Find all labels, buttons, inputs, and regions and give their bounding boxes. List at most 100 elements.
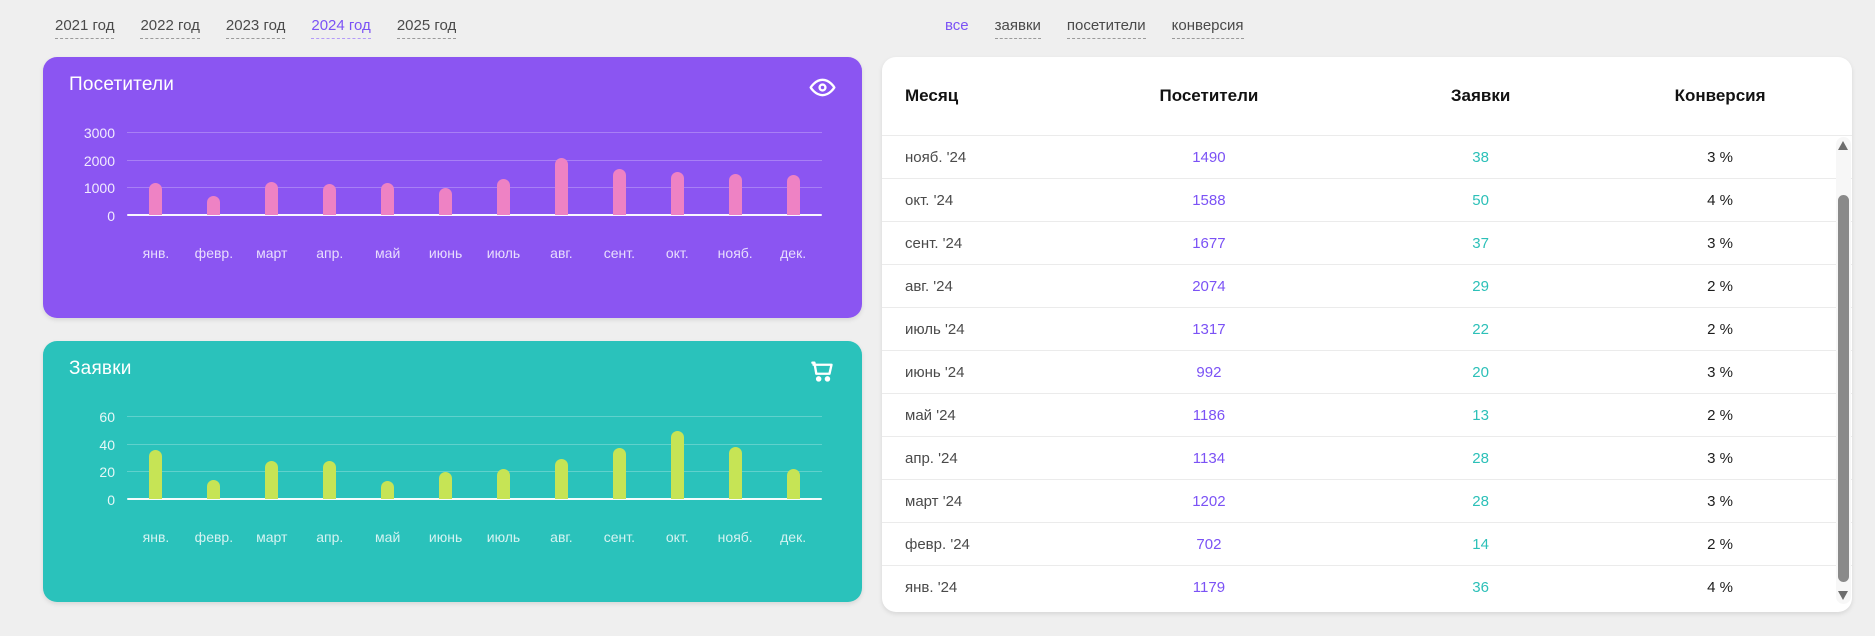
conversion-cell: 3 % — [1707, 449, 1733, 467]
year-tab-2022[interactable]: 2022 год — [140, 17, 200, 39]
visitors-card-title: Посетители — [69, 74, 175, 95]
bar-cell — [475, 417, 533, 499]
eye-icon[interactable] — [809, 74, 836, 101]
y-tick-label: 1000 — [83, 180, 115, 197]
x-tick-label: июль — [486, 245, 521, 261]
bar-cell — [532, 417, 590, 499]
table-row: янв. '24 1179 36 4 % — [882, 565, 1852, 608]
month-cell: янв. '24 — [905, 578, 958, 596]
visitors-cell: 1202 — [1192, 492, 1226, 510]
bar-cell — [764, 417, 822, 499]
x-tick-label: март — [256, 245, 288, 261]
visitors-bar-окт. — [670, 171, 684, 215]
y-tick-label: 20 — [99, 464, 115, 481]
leads-bar-сент. — [612, 448, 626, 499]
gridline — [127, 187, 822, 189]
charts-column: Посетители 0 1000 2000 3000 янв. февр. март апр… — [43, 57, 862, 602]
year-tab-2024[interactable]: 2024 год — [311, 17, 371, 39]
year-tab-2021[interactable]: 2021 год — [55, 17, 115, 39]
leads-cell: 20 — [1472, 363, 1489, 381]
scrollbar-thumb[interactable] — [1838, 195, 1849, 582]
x-tick-label: янв. — [142, 529, 170, 545]
visitors-bar-янв. — [149, 182, 163, 215]
month-cell: март '24 — [905, 492, 963, 510]
visitors-x-axis: янв. февр. март апр. май июнь июль авг. сент. окт… — [127, 245, 822, 261]
filter-tabs: все заявки посетители конверсия — [945, 17, 1852, 39]
filter-tab-leads[interactable]: заявки — [994, 17, 1041, 39]
leads-y-axis: 0 20 40 60 — [69, 410, 115, 507]
leads-card: Заявки 0 20 40 60 янв. февр. март апр. май июнь ию… — [43, 341, 862, 602]
column-header-conversion: Конверсия — [1674, 86, 1766, 105]
x-tick-label: нояб. — [717, 529, 753, 545]
y-tick-label: 40 — [99, 436, 115, 453]
year-tabs: 2021 год 2022 год 2023 год 2024 год 2025 год — [55, 17, 862, 39]
filter-tab-visitors[interactable]: посетители — [1066, 17, 1146, 39]
conversion-cell: 2 % — [1707, 320, 1733, 338]
x-tick-label: нояб. — [717, 245, 753, 261]
x-tick-label: май — [375, 245, 401, 261]
bar-cell — [475, 133, 533, 215]
x-tick-label: окт. — [665, 529, 689, 545]
visitors-bar-февр. — [207, 195, 221, 215]
table-row: февр. '24 702 14 2 % — [882, 522, 1852, 565]
visitors-bar-июнь — [439, 187, 453, 215]
cart-icon[interactable] — [809, 358, 836, 385]
bar-cell — [243, 417, 301, 499]
leads-cell: 13 — [1472, 406, 1489, 424]
conversion-cell: 3 % — [1707, 148, 1733, 166]
visitors-cell: 1588 — [1192, 191, 1226, 209]
table-row: июнь '24 992 20 3 % — [882, 350, 1852, 393]
dashboard: 2021 год 2022 год 2023 год 2024 год 2025 год… — [43, 10, 1852, 612]
visitors-y-axis: 0 1000 2000 3000 — [69, 126, 115, 223]
leads-bar-окт. — [670, 430, 684, 499]
bar-cell — [185, 417, 243, 499]
visitors-cell: 702 — [1196, 535, 1222, 553]
bar-cell — [301, 133, 359, 215]
x-tick-label: дек. — [780, 529, 807, 545]
visitors-cell: 1490 — [1192, 148, 1226, 166]
scrollbar-up-arrow-icon[interactable] — [1838, 141, 1848, 150]
conversion-cell: 3 % — [1707, 234, 1733, 252]
table-scrollbar[interactable] — [1836, 137, 1851, 604]
visitors-cell: 2074 — [1192, 277, 1226, 295]
leads-bar-март — [265, 460, 279, 499]
bar-cell — [764, 133, 822, 215]
gridline — [127, 471, 822, 473]
leads-cell: 38 — [1472, 148, 1489, 166]
year-tab-2025[interactable]: 2025 год — [396, 17, 457, 39]
leads-bar-июнь — [439, 471, 453, 499]
gridline — [127, 443, 822, 445]
month-cell: февр. '24 — [905, 535, 970, 553]
x-axis-line — [127, 214, 822, 216]
leads-bar-янв. — [149, 449, 163, 499]
leads-bar-апр. — [323, 460, 337, 499]
filter-tab-all[interactable]: все — [945, 16, 969, 34]
y-tick-label: 0 — [107, 208, 115, 224]
visitors-plot — [127, 132, 822, 216]
conversion-cell: 4 % — [1707, 578, 1733, 596]
leads-bar-дек. — [786, 468, 800, 499]
table-row: июль '24 1317 22 2 % — [882, 307, 1852, 350]
column-header-visitors: Посетители — [1159, 86, 1259, 105]
filter-tab-conversion[interactable]: конверсия — [1171, 17, 1244, 39]
visitors-cell: 1179 — [1192, 578, 1226, 596]
visitors-bars — [127, 133, 822, 215]
leads-card-title: Заявки — [69, 358, 132, 379]
column-header-leads: Заявки — [1450, 86, 1511, 105]
top-tab-bar: 2021 год 2022 год 2023 год 2024 год 2025 год… — [43, 10, 1852, 57]
bar-cell — [127, 417, 185, 499]
leads-cell: 36 — [1472, 578, 1489, 596]
x-axis-line — [127, 498, 822, 500]
leads-cell: 37 — [1472, 234, 1489, 252]
visitors-card: Посетители 0 1000 2000 3000 янв. февр. март апр… — [43, 57, 862, 318]
x-tick-label: сент. — [603, 529, 635, 545]
y-tick-label: 0 — [107, 492, 115, 508]
year-tab-2023[interactable]: 2023 год — [225, 17, 286, 39]
bar-cell — [590, 133, 648, 215]
scrollbar-down-arrow-icon[interactable] — [1838, 591, 1848, 600]
table-body: нояб. '24 1490 38 3 % окт. '24 1588 50 4 % сент.… — [882, 135, 1852, 608]
leads-x-axis: янв. февр. март апр. май июнь июль авг. сент. окт… — [127, 529, 822, 545]
month-cell: сент. '24 — [905, 234, 963, 252]
visitors-cell: 1134 — [1192, 449, 1226, 467]
bar-cell — [417, 133, 475, 215]
